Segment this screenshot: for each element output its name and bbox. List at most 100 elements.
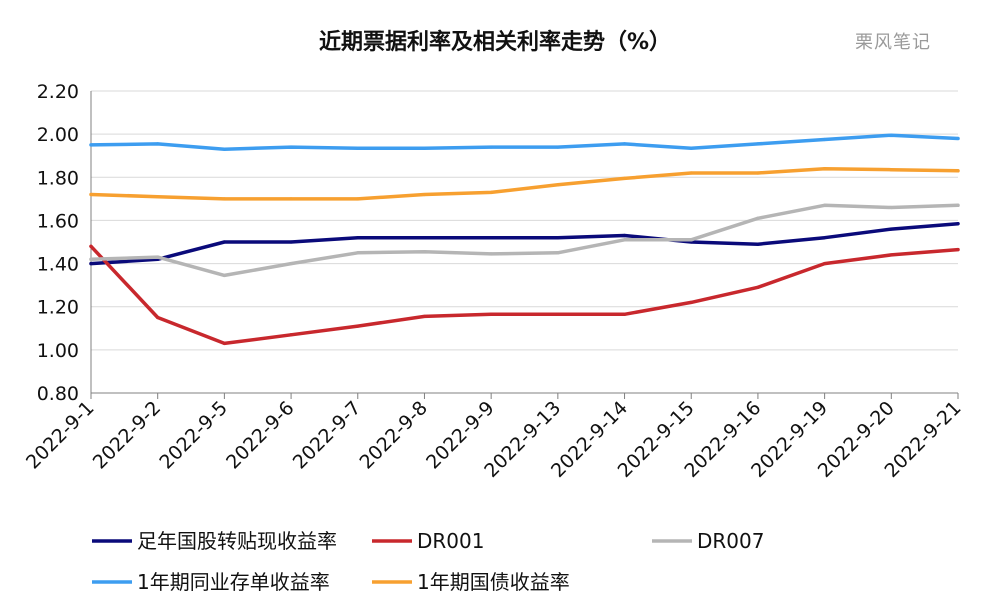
legend-label: DR001 (417, 529, 484, 553)
data-point (756, 142, 760, 146)
data-point (222, 197, 226, 201)
y-tick-label: 1.00 (37, 340, 79, 362)
legend-label: 1年期国债收益率 (417, 570, 570, 594)
data-point (289, 240, 293, 244)
y-tick-label: 2.20 (37, 81, 79, 103)
data-point (689, 238, 693, 242)
y-tick-label: 1.60 (37, 210, 79, 232)
x-tick-label: 2022-9-1 (22, 397, 99, 474)
data-point (422, 192, 427, 197)
data-point (222, 147, 226, 151)
data-point (689, 146, 693, 150)
series-line (89, 133, 960, 151)
legend-label: DR007 (697, 529, 764, 553)
data-point (889, 205, 893, 210)
chart-title: 近期票据利率及相关利率走势（%） (318, 30, 672, 55)
legend-item: 足年国股转贴现收益率 (92, 529, 337, 553)
data-point (156, 142, 160, 146)
data-point (556, 145, 560, 149)
data-point (889, 133, 893, 137)
legend-label: 足年国股转贴现收益率 (137, 529, 337, 553)
data-point (823, 236, 827, 240)
series-group (89, 133, 960, 151)
legend-item: DR007 (652, 529, 764, 553)
data-point (489, 312, 493, 316)
data-point (689, 300, 693, 304)
data-point (556, 312, 560, 316)
data-point (489, 145, 493, 149)
y-tick-label: 1.20 (37, 297, 79, 319)
data-point (889, 227, 893, 231)
data-point (756, 216, 760, 220)
data-point (489, 190, 493, 194)
data-point (756, 285, 760, 289)
data-point (156, 255, 160, 259)
data-point (622, 176, 627, 180)
watermark: 栗风笔记 (855, 32, 931, 53)
data-point (289, 145, 293, 149)
y-tick-label: 2.00 (37, 124, 79, 146)
data-point (356, 324, 360, 328)
data-point (356, 251, 360, 255)
series-line (89, 244, 960, 346)
data-point (823, 203, 827, 207)
data-point (289, 261, 293, 266)
data-point (823, 137, 827, 142)
x-tick-label: 2022-9-7 (289, 397, 366, 474)
data-point (422, 314, 427, 319)
legend-item: DR001 (372, 529, 484, 553)
x-tick-label: 2022-9-8 (355, 397, 432, 474)
data-point (356, 146, 360, 150)
data-point (889, 253, 893, 257)
data-point (689, 171, 693, 175)
series-group (89, 221, 960, 266)
data-point (622, 233, 627, 238)
data-point (823, 167, 827, 171)
data-point (556, 236, 560, 240)
data-point (156, 195, 160, 199)
data-point (556, 183, 560, 187)
series-group (89, 244, 960, 346)
x-tick-label: 2022-9-6 (222, 397, 299, 474)
data-point (356, 236, 360, 240)
data-point (489, 252, 493, 256)
data-point (489, 236, 493, 240)
data-point (889, 168, 893, 172)
data-point (622, 312, 627, 316)
data-point (156, 315, 160, 320)
data-point (289, 197, 293, 201)
data-point (222, 273, 226, 278)
x-tick-label: 2022-9-2 (89, 397, 166, 474)
data-point (956, 222, 960, 226)
data-point (622, 238, 627, 242)
legend-item: 1年期国债收益率 (372, 570, 570, 594)
data-point (956, 169, 960, 173)
data-point (89, 257, 93, 261)
x-tick-label: 2022-9-5 (155, 397, 232, 474)
y-tick-label: 1.40 (37, 254, 79, 276)
data-point (756, 171, 760, 175)
data-point (89, 192, 93, 197)
series-group (89, 203, 960, 278)
y-tick-label: 0.80 (37, 383, 79, 405)
data-point (89, 244, 93, 248)
series-line (89, 203, 960, 278)
data-point (622, 142, 627, 146)
data-point (422, 146, 427, 150)
data-point (823, 261, 827, 266)
series-line (89, 221, 960, 266)
data-point (422, 236, 427, 240)
data-point (422, 250, 427, 254)
legend-label: 1年期同业存单收益率 (137, 570, 330, 594)
series-group (89, 166, 960, 201)
data-point (289, 333, 293, 337)
y-tick-label: 1.80 (37, 167, 79, 189)
data-point (356, 197, 360, 201)
data-point (222, 240, 226, 244)
data-point (956, 203, 960, 207)
legend-item: 1年期同业存单收益率 (92, 570, 330, 594)
data-point (89, 143, 93, 147)
data-point (556, 251, 560, 255)
